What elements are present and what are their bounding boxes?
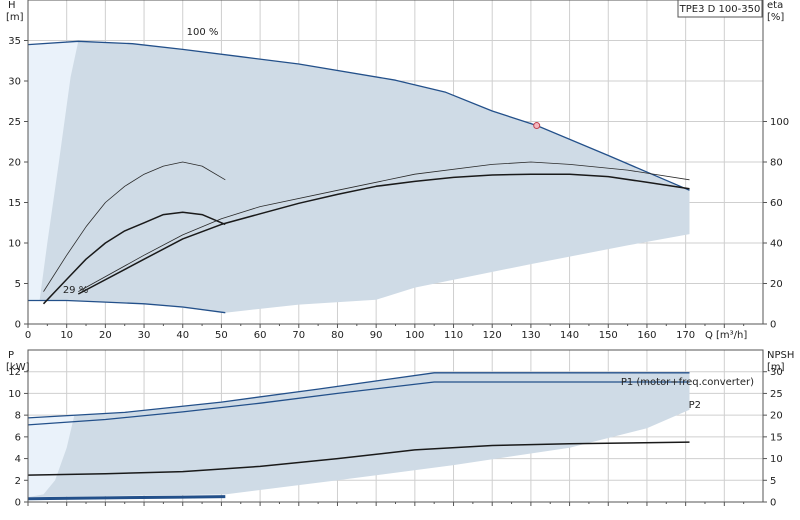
duty-point-marker (533, 122, 541, 130)
y-tick-label: 0 (770, 320, 776, 331)
annotation-1: 100 % (187, 27, 219, 38)
x-axis (27, 502, 745, 506)
x-tick-label: 90 (370, 330, 383, 341)
x-axis: 0 10 20 30 40 50 60 70 80 90 100 110 120 130 140 150 160… (25, 324, 747, 341)
legend-p1-label: P1 (motor+freq.converter) (621, 377, 754, 388)
x-tick-label: 50 (215, 330, 228, 341)
y-tick-label: 10 (8, 239, 21, 250)
y-tick-label: 0 (770, 498, 776, 509)
x-tick-label: 10 (60, 330, 73, 341)
y-tick-label: 40 (770, 239, 783, 250)
operating-range-area (28, 41, 690, 313)
y-tick-label: 6 (15, 432, 21, 443)
y-tick-label: 0 (15, 320, 21, 331)
left-axis: 0 5 10 15 20 25 30 35 H[m] (6, 0, 28, 331)
x-tick-label: 100 (405, 330, 424, 341)
x-tick-label: 60 (254, 330, 267, 341)
y-right-symbol: eta (767, 0, 783, 11)
y-tick-label: 5 (15, 279, 21, 290)
x-tick-label: 140 (560, 330, 579, 341)
y-left-unit: [kW] (6, 362, 30, 373)
x-tick-label: 110 (444, 330, 463, 341)
series-line-3 (43, 161, 226, 292)
y-tick-label: 20 (770, 411, 783, 422)
y-right-unit: [%] (767, 12, 784, 23)
right-axis: 0 5 10 15 20 25 30 NPSH[m] (763, 350, 794, 509)
y-tick-label: 30 (770, 367, 783, 378)
y-right-symbol: NPSH (767, 350, 794, 361)
legend-p2-label: P2 (689, 400, 701, 411)
series-line-5 (78, 161, 690, 292)
x-tick-label: 30 (138, 330, 151, 341)
chart-panel-1: 0 5 10 15 20 25 30 35 H[m] 0 20 40 60 80 100 eta[%] 0 10 2… (6, 0, 789, 341)
product-label-box (677, 0, 763, 18)
chart-panel-2: 0 2 4 6 8 10 12 P[kW] 0 5 10 15 20 25 30 NPSH[m] P1 (mot… (6, 349, 794, 509)
y-tick-label: 60 (770, 198, 783, 209)
product-label: TPE3 D 100-350 (679, 4, 761, 15)
x-tick-label: 0 (25, 330, 31, 341)
y-tick-label: 8 (15, 411, 21, 422)
x-axis-label: Q [m³/h] (705, 330, 747, 341)
operating-range-left-area (28, 41, 79, 301)
y-tick-label: 10 (770, 454, 783, 465)
x-tick-label: 170 (676, 330, 695, 341)
series-line-6 (77, 173, 690, 295)
y-tick-label: 10 (8, 389, 21, 400)
y-tick-label: 30 (8, 77, 21, 88)
x-tick-label: 40 (176, 330, 189, 341)
y-left-unit: [m] (6, 12, 24, 23)
x-tick-label: 130 (521, 330, 540, 341)
y-tick-label: 5 (770, 476, 776, 487)
y-left-symbol: H (8, 0, 16, 11)
y-left-symbol: P (8, 350, 14, 361)
right-axis: 0 20 40 60 80 100 eta[%] (763, 0, 789, 331)
y-tick-label: 12 (8, 367, 21, 378)
y-right-unit: [m] (767, 362, 785, 373)
x-tick-label: 20 (99, 330, 112, 341)
annotation-2: 29 % (63, 285, 88, 296)
y-tick-label: 15 (770, 432, 783, 443)
series-line-1 (27, 372, 690, 419)
series-line-1 (27, 40, 690, 191)
y-tick-label: 0 (15, 498, 21, 509)
x-tick-label: 80 (331, 330, 344, 341)
operating-range-left-area (28, 415, 75, 498)
y-tick-label: 15 (8, 198, 21, 209)
x-tick-label: 120 (483, 330, 502, 341)
y-tick-label: 2 (15, 476, 21, 487)
y-tick-label: 35 (8, 36, 21, 47)
series-line-4 (27, 495, 226, 501)
series-line-4 (42, 211, 226, 305)
series-line-3 (27, 441, 690, 476)
x-tick-label: 150 (599, 330, 618, 341)
left-axis: 0 2 4 6 8 10 12 P[kW] (6, 350, 30, 509)
y-tick-label: 25 (770, 389, 783, 400)
y-tick-label: 25 (8, 117, 21, 128)
y-tick-label: 20 (770, 279, 783, 290)
x-tick-label: 160 (637, 330, 656, 341)
x-tick-label: 70 (292, 330, 305, 341)
y-tick-label: 20 (8, 158, 21, 169)
series-line-2 (27, 381, 690, 426)
y-tick-label: 100 (770, 117, 789, 128)
y-tick-label: 80 (770, 158, 783, 169)
operating-range-area (28, 372, 690, 498)
series-line-2 (28, 299, 226, 314)
y-tick-label: 4 (15, 454, 21, 465)
